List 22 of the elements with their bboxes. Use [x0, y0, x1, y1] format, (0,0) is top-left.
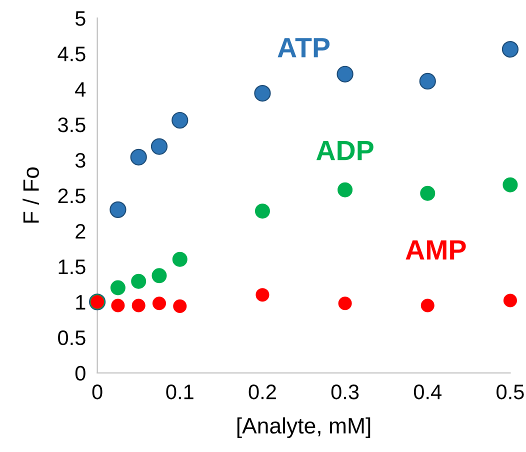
x-tick-label: 0.1	[166, 384, 194, 400]
x-tick-label: 0.3	[331, 384, 359, 400]
series-label: ADP	[316, 140, 374, 160]
series-label: ATP	[278, 38, 330, 58]
x-axis-title: [Analyte, mM]	[237, 417, 370, 438]
y-tick-label: 1	[76, 295, 86, 310]
y-tick-label: 1.5	[58, 260, 86, 274]
y-tick-label: 5	[75, 11, 86, 26]
y-tick-label: 4	[75, 82, 86, 97]
y-tick-label: 3.5	[58, 118, 86, 132]
y-axis-title: F / Fo	[22, 167, 39, 223]
y-tick-label: 2	[76, 224, 86, 239]
y-tick-label: 2.5	[58, 188, 86, 204]
y-tick-label: 0	[75, 366, 86, 381]
series-label: AMP	[406, 240, 466, 260]
x-tick-label: 0.5	[496, 384, 524, 400]
y-tick-label: 3	[75, 153, 86, 168]
y-tick-label: 0.5	[58, 330, 86, 346]
x-tick-label: 0.4	[414, 384, 442, 400]
x-tick-label: 0.2	[248, 384, 276, 400]
y-tick-label: 4.5	[58, 46, 86, 62]
x-tick-label: 0	[92, 384, 102, 400]
